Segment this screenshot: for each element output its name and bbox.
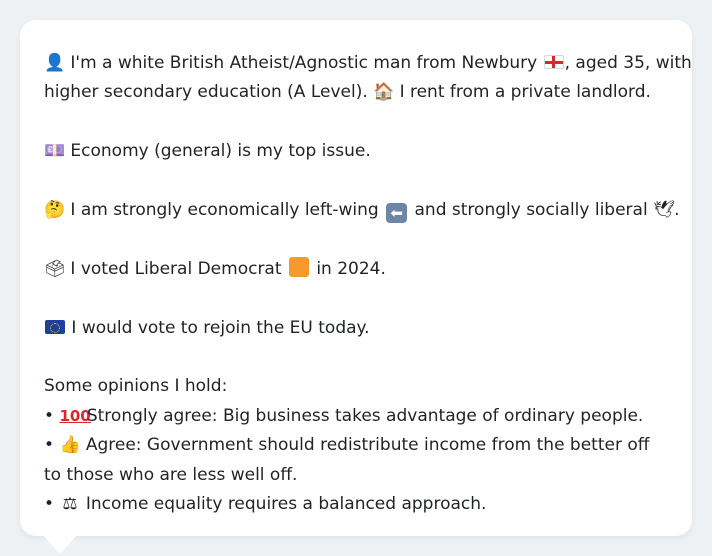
speech-bubble-pointer (42, 534, 78, 554)
top-issue-text: Economy (general) is my top issue. (70, 141, 371, 162)
top-issue-line: 💷 Economy (general) is my top issue. (44, 137, 668, 166)
vote-year-text: in 2024. (316, 258, 386, 279)
person-icon: 👤 (44, 53, 66, 73)
opinion-item-1: • 100 Strongly agree: Big business takes… (44, 402, 668, 431)
stance-period: . (674, 200, 680, 220)
eu-flag-icon (45, 319, 65, 334)
opinion-item-2: • 👍 Agree: Government should redistribut… (44, 431, 668, 490)
message-card: 👤 I'm a white British Atheist/Agnostic m… (20, 20, 692, 536)
bullet: • (44, 494, 55, 515)
eu-line: I would vote to rejoin the EU today. (44, 314, 668, 343)
thinking-face-icon: 🤔 (44, 200, 66, 220)
profile-line-2: higher secondary education (A Level). 🏠 … (44, 78, 668, 107)
profile-line-1: 👤 I'm a white British Atheist/Agnostic m… (44, 49, 692, 78)
opinion-1-text: Strongly agree: Big business takes advan… (86, 405, 644, 426)
vote-text: I voted Liberal Democrat (70, 258, 282, 279)
left-arrow-icon: ⬅ (386, 203, 408, 223)
dove-icon: 🕊 (653, 200, 675, 220)
money-icon: 💷 (44, 141, 66, 162)
house-icon: 🏠 (373, 82, 395, 103)
opinion-2-text: Agree: Government should redistribute in… (44, 435, 650, 485)
opinion-item-3: • ⚖ Income equality requires a balanced … (44, 490, 668, 519)
stance-line: 🤔 I am strongly economically left-wing ⬅… (44, 196, 680, 225)
profile-intro-text: I'm a white British Atheist/Agnostic man… (70, 53, 538, 73)
opinion-3-text: Income equality requires a balanced appr… (85, 494, 487, 515)
profile-age-text: , aged 35, with (564, 53, 692, 73)
balance-scale-icon: ⚖ (62, 494, 78, 515)
eu-text: I would vote to rejoin the EU today. (71, 317, 370, 338)
orange-square-icon (288, 256, 309, 277)
bullet: • (44, 405, 55, 426)
hundred-points-icon: 100 (59, 406, 91, 425)
profile-education-text: higher secondary education (A Level). (44, 82, 368, 103)
thumbs-up-icon: 👍 (59, 435, 81, 456)
stance-social-text: and strongly socially liberal (414, 200, 648, 220)
profile-housing-text: I rent from a private landlord. (399, 82, 651, 103)
ballot-box-icon: 🗳 (44, 258, 66, 279)
vote-line: 🗳 I voted Liberal Democrat in 2024. (44, 255, 668, 284)
england-flag-icon (543, 55, 564, 69)
bullet: • (44, 435, 55, 456)
stance-economic-text: I am strongly economically left-wing (70, 200, 379, 220)
opinions-heading: Some opinions I hold: (44, 376, 228, 397)
